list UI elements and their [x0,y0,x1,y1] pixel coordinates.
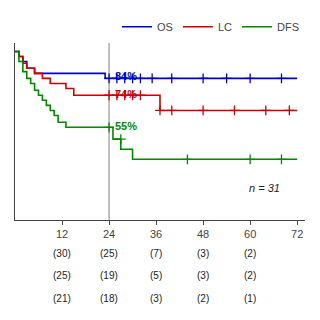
svg-text:(18): (18) [100,293,118,304]
svg-text:(21): (21) [53,293,71,304]
svg-text:36: 36 [150,228,162,240]
svg-text:72: 72 [291,228,303,240]
svg-text:(3): (3) [197,270,209,281]
svg-text:(3): (3) [197,248,209,259]
svg-text:(19): (19) [100,270,118,281]
svg-text:LC: LC [218,21,232,33]
svg-text:(2): (2) [244,248,256,259]
svg-text:48: 48 [197,228,209,240]
svg-text:(25): (25) [100,248,118,259]
svg-text:(25): (25) [53,270,71,281]
svg-text:(3): (3) [150,293,162,304]
svg-text:74%: 74% [115,88,137,100]
svg-text:(30): (30) [53,248,71,259]
svg-text:DFS: DFS [277,21,299,33]
svg-text:84%: 84% [115,70,137,82]
svg-text:55%: 55% [115,120,137,132]
svg-text:(2): (2) [244,270,256,281]
svg-text:OS: OS [157,21,173,33]
svg-text:60: 60 [244,228,256,240]
svg-text:n = 31: n = 31 [249,182,280,194]
svg-text:(2): (2) [197,293,209,304]
svg-text:12: 12 [56,228,68,240]
svg-text:(1): (1) [244,293,256,304]
svg-text:24: 24 [103,228,115,240]
svg-text:(7): (7) [150,248,162,259]
svg-text:(5): (5) [150,270,162,281]
